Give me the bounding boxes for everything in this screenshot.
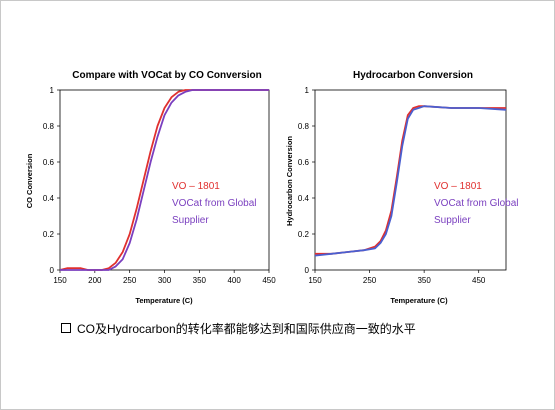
- x-tick-label: 350: [193, 276, 207, 285]
- chart-title: Hydrocarbon Conversion: [353, 70, 473, 81]
- y-tick-label: 0.8: [43, 122, 55, 131]
- series-line-vocat: [60, 89, 269, 271]
- y-tick-label: 0.6: [43, 158, 55, 167]
- co-conversion-chart: Compare with VOCat by CO Conversion 150 2…: [25, 70, 276, 305]
- x-tick-label: 350: [417, 276, 431, 285]
- legend-entry-supplier: Supplier: [172, 215, 209, 226]
- hydrocarbon-conversion-chart: Hydrocarbon Conversion 150 250 350 450 0 0.2…: [285, 70, 518, 305]
- x-tick-label: 150: [308, 276, 322, 285]
- caption: CO及Hydrocarbon的转化率都能够达到和国际供应商一致的水平: [61, 319, 521, 337]
- x-tick-label: 300: [158, 276, 172, 285]
- x-axis-label: Temperature (C): [135, 296, 193, 305]
- x-tick-label: 200: [88, 276, 102, 285]
- checkbox-bullet-icon: [61, 323, 71, 333]
- y-tick-label: 0.4: [298, 194, 310, 203]
- x-tick-label: 400: [227, 276, 241, 285]
- y-tick-label: 0.6: [298, 158, 310, 167]
- legend-entry-supplier: Supplier: [434, 215, 471, 226]
- y-tick-label: 0.8: [298, 122, 310, 131]
- y-tick-label: 0: [50, 266, 55, 275]
- series-line-vo1801: [315, 105, 506, 255]
- legend-entry-vocat: VOCat from Global: [172, 198, 256, 209]
- legend-entry-vocat: VOCat from Global: [434, 198, 518, 209]
- x-tick-label: 250: [363, 276, 377, 285]
- y-tick-label: 1: [50, 86, 55, 95]
- chart-title: Compare with VOCat by CO Conversion: [72, 70, 261, 81]
- x-axis-label: Temperature (C): [390, 296, 448, 305]
- y-tick-label: 0.4: [43, 194, 55, 203]
- y-tick-label: 0.2: [298, 230, 310, 239]
- plot-area: [314, 89, 507, 271]
- x-tick-label: 150: [53, 276, 67, 285]
- y-axis-label: Hydrocarbon Conversion: [285, 136, 294, 226]
- x-tick-label: 450: [472, 276, 486, 285]
- y-tick-label: 0: [305, 266, 310, 275]
- x-tick-label: 450: [262, 276, 276, 285]
- series-line-vocat: [314, 105, 507, 257]
- legend-entry-vo1801: VO – 1801: [172, 181, 220, 192]
- y-tick-label: 1: [305, 86, 310, 95]
- legend-entry-vo1801: VO – 1801: [434, 181, 482, 192]
- y-tick-label: 0.2: [43, 230, 55, 239]
- y-axis-label: CO Conversion: [25, 153, 34, 208]
- caption-text: CO及Hydrocarbon的转化率都能够达到和国际供应商一致的水平: [77, 321, 416, 336]
- x-tick-label: 250: [123, 276, 137, 285]
